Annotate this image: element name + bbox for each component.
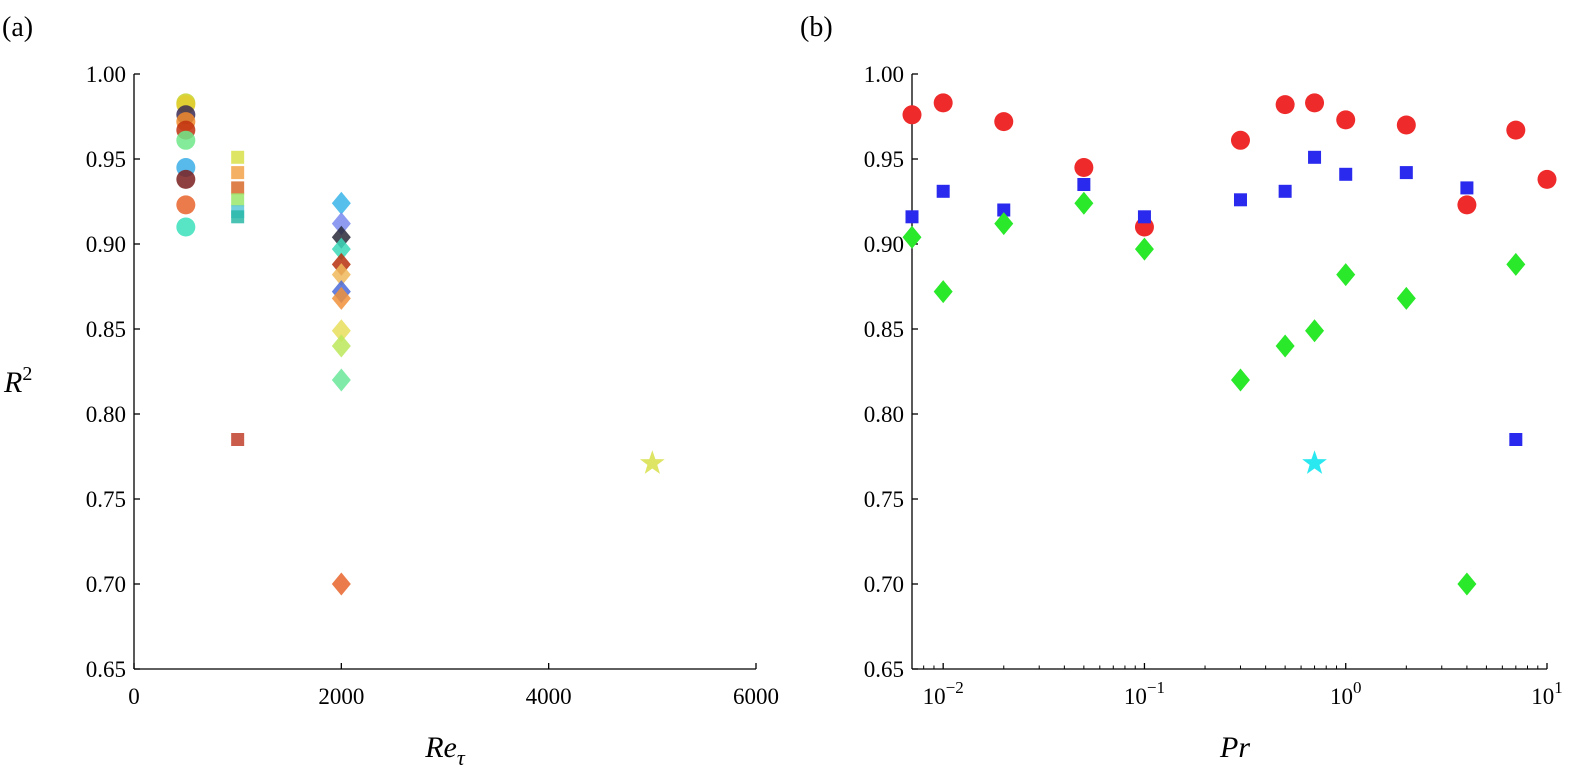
- panel-a-y-tick-label: 0.80: [86, 402, 126, 427]
- panel-b-x-tick-label: 101: [1531, 678, 1563, 709]
- panel-b-y-tick-label: 0.85: [864, 317, 904, 342]
- panel-b-circle-point: [1457, 195, 1477, 215]
- panel-b-star-point: [1302, 450, 1327, 474]
- panel-b-y-tick-label: 0.75: [864, 487, 904, 512]
- panel-a-diamond-point: [331, 572, 351, 596]
- panel-b-diamond-point: [902, 225, 922, 249]
- panel-a-x-axis-label: Reτ: [424, 731, 466, 770]
- panel-b-circle-point: [1396, 115, 1416, 135]
- panel-a-square-point: [231, 181, 245, 195]
- panel-b-square-point: [1509, 433, 1523, 446]
- panel-b-square-point: [1137, 210, 1151, 224]
- panel-a: (a) 0.65 0.70 0.75 0.80 0.85 0.90 0.95 1.00 0 200…: [2, 12, 779, 770]
- panel-a-y-tick-label: 1.00: [86, 62, 126, 87]
- panel-b-diamond-point: [1074, 191, 1094, 215]
- panel-b-circle-point: [1275, 95, 1295, 115]
- panel-a-y-tick-label: 0.85: [86, 317, 126, 342]
- panel-b-diamond-point: [1336, 263, 1356, 287]
- panel-a-x-tick-label: 4000: [526, 684, 572, 709]
- panel-b-circle-point: [1230, 130, 1250, 150]
- panel-a-ticks: 0.65 0.70 0.75 0.80 0.85 0.90 0.95 1.00 0 2000 400…: [86, 62, 779, 709]
- panel-b-square-point: [997, 203, 1011, 217]
- panel-b-y-tick-label: 0.70: [864, 572, 904, 597]
- panel-b-circle-point: [933, 93, 953, 113]
- panel-a-diamond-point: [331, 368, 351, 392]
- panel-a-label: (a): [2, 12, 33, 43]
- panel-a-star-point: [639, 450, 665, 474]
- panel-a-diamond-point: [331, 191, 351, 215]
- panel-a-y-tick-label: 0.75: [86, 487, 126, 512]
- panel-b-square-point: [905, 210, 919, 224]
- panel-b-y-tick-label: 1.00: [864, 62, 904, 87]
- panel-b-square-point: [1308, 150, 1322, 164]
- panel-a-x-tick-label: 6000: [733, 684, 779, 709]
- panel-b: (b) 0.65 0.70 0.75 0.80 0.85 0.90 0.95 1.00 10−2…: [800, 12, 1563, 764]
- panel-a-diamond-point: [331, 212, 351, 236]
- panel-a-y-tick-label: 0.70: [86, 572, 126, 597]
- panel-b-circle-point: [1506, 120, 1526, 140]
- panel-a-diamond-point: [331, 237, 351, 261]
- panel-b-square-point: [1399, 166, 1413, 180]
- panel-b-square-point: [1460, 181, 1474, 195]
- panel-a-diamond-point: [331, 263, 351, 287]
- panel-a-square-point: [231, 210, 245, 224]
- panel-b-y-tick-label: 0.80: [864, 402, 904, 427]
- panel-b-diamond-point: [1230, 368, 1250, 392]
- panel-b-circle-point: [1305, 93, 1325, 113]
- panel-a-y-tick-label: 0.95: [86, 147, 126, 172]
- panel-a-x-tick-label: 2000: [318, 684, 364, 709]
- panel-a-square-point: [231, 150, 245, 164]
- panel-b-diamond-point: [1134, 237, 1154, 261]
- panel-b-circle-point: [1074, 158, 1094, 177]
- panel-b-diamond-point: [1396, 286, 1416, 310]
- panel-b-circle-point: [902, 105, 922, 125]
- panel-b-marks: [902, 93, 1557, 596]
- panel-a-y-tick-label: 0.90: [86, 232, 126, 257]
- panel-b-square-point: [936, 184, 950, 198]
- panel-b-circle-point: [1537, 169, 1557, 189]
- panel-a-circle-point: [176, 169, 196, 189]
- panel-b-x-tick-label: 10−1: [1124, 678, 1165, 709]
- panel-a-circle-point: [176, 217, 196, 237]
- panel-b-diamond-point: [1275, 334, 1295, 358]
- panel-b-x-axis-label: Pr: [1219, 731, 1250, 764]
- panel-b-square-point: [1339, 167, 1353, 181]
- panel-a-diamond-point: [331, 286, 351, 310]
- panel-a-y-tick-label: 0.65: [86, 657, 126, 682]
- panel-a-marks: [176, 93, 665, 596]
- panel-a-diamond-point: [331, 334, 351, 358]
- panel-b-ticks: 0.65 0.70 0.75 0.80 0.85 0.90 0.95 1.00 10−2 10−1…: [864, 62, 1563, 709]
- panel-a-square-point: [231, 193, 245, 207]
- panel-b-diamond-point: [1305, 319, 1325, 343]
- panel-b-diamond-point: [933, 280, 953, 304]
- panel-b-y-tick-label: 0.95: [864, 147, 904, 172]
- panel-b-y-tick-label: 0.65: [864, 657, 904, 682]
- panel-a-y-axis-label: R2: [3, 363, 32, 399]
- panel-a-diamond-point: [331, 225, 351, 249]
- panel-b-square-point: [1233, 193, 1247, 207]
- panel-b-circle-point: [994, 112, 1014, 132]
- panel-b-square-point: [1278, 184, 1292, 198]
- panel-a-circle-point: [176, 130, 196, 150]
- panel-a-circle-point: [176, 195, 196, 215]
- panel-b-square-point: [1077, 178, 1091, 191]
- panel-b-diamond-point: [1506, 252, 1526, 276]
- panel-b-y-tick-label: 0.90: [864, 232, 904, 257]
- panel-b-diamond-point: [1457, 572, 1477, 596]
- panel-a-square-point: [231, 166, 245, 180]
- panel-b-diamond-point: [994, 212, 1014, 236]
- panel-b-x-tick-label: 10−2: [923, 678, 964, 709]
- panel-b-circle-point: [1336, 110, 1356, 130]
- panel-b-x-tick-label: 100: [1330, 678, 1362, 709]
- panel-a-x-tick-label: 0: [128, 684, 140, 709]
- panel-a-diamond-point: [331, 319, 351, 343]
- panel-b-label: (b): [800, 12, 833, 43]
- panel-a-square-point: [231, 433, 245, 446]
